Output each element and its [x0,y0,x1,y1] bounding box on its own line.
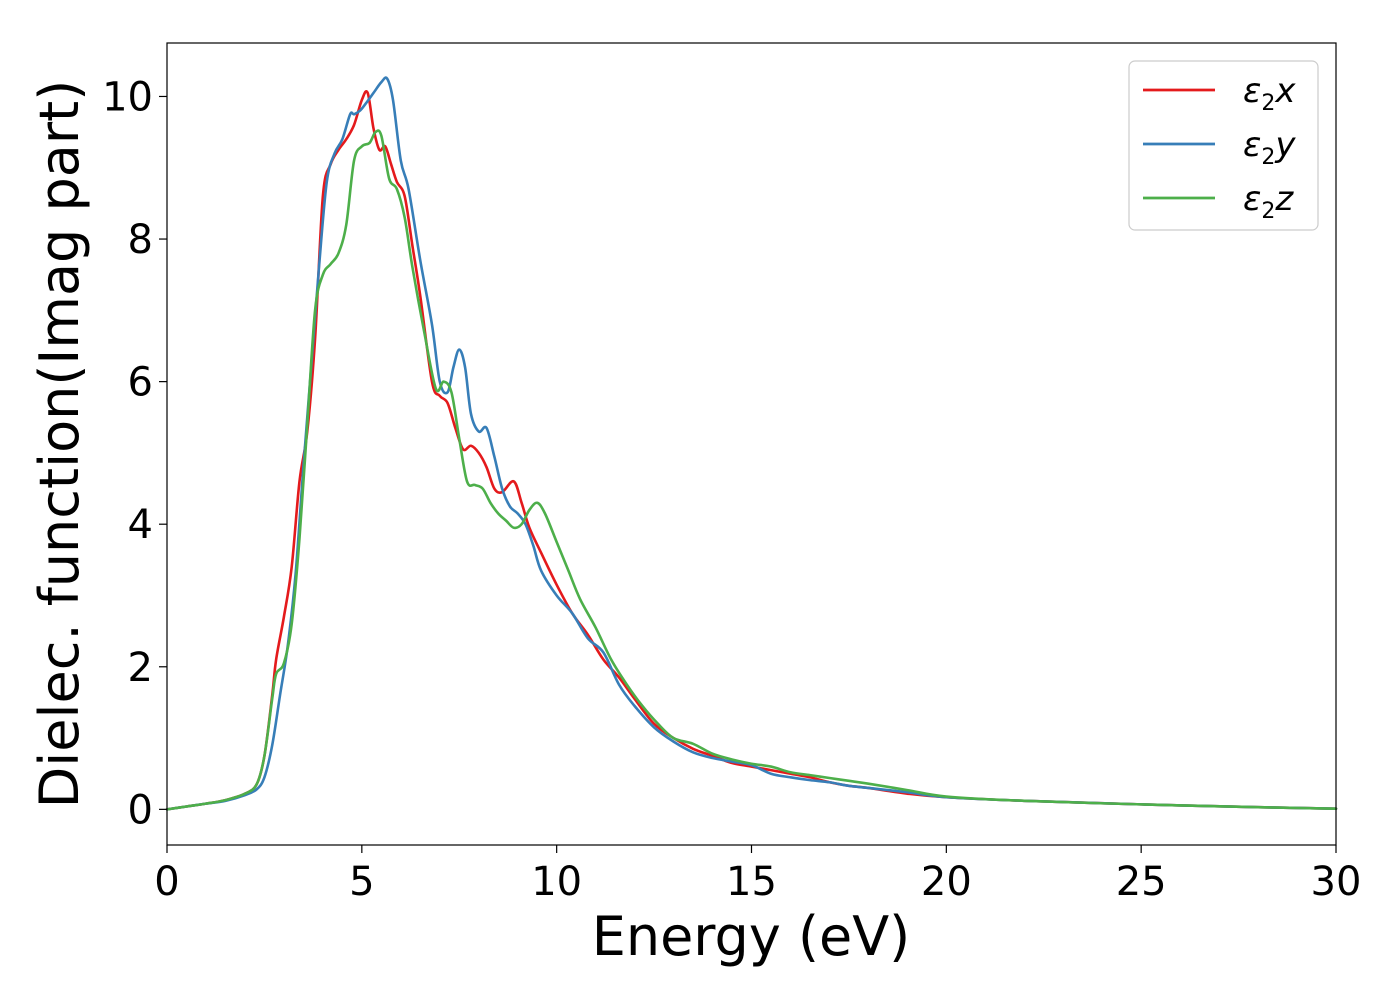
x-tick-label: 25 [1116,859,1167,905]
legend-label-base: ε [1243,71,1261,111]
legend-label-x: ε2x [1243,71,1296,116]
series-line-z [165,129,1338,811]
legend-label-base: ε [1243,125,1261,165]
y-tick-label: 2 [128,645,153,691]
legend-label-variable: z [1274,179,1294,219]
y-axis-title: Dielec. function(Imag part) [28,80,91,809]
legend-label-z: ε2z [1243,179,1294,224]
x-tick-label: 30 [1311,859,1362,905]
legend-label-variable: y [1274,125,1296,165]
legend-box [1128,60,1319,231]
legend-label-subscript: 2 [1261,145,1275,170]
legend-label-base: ε [1243,179,1261,219]
y-tick-label: 8 [128,217,153,263]
y-axis: 0 2 4 6 8 10 [102,74,167,833]
series-line-x [165,89,1338,811]
series-layer [165,76,1338,811]
x-axis: 0 5 10 15 20 25 30 [154,845,1361,905]
x-tick-label: 15 [726,859,777,905]
y-tick-label: 4 [128,502,153,548]
y-tick-label: 6 [128,360,153,406]
y-tick-label: 10 [102,74,153,120]
x-tick-label: 5 [349,859,374,905]
x-tick-label: 0 [154,859,179,905]
x-tick-label: 10 [531,859,582,905]
x-tick-label: 20 [921,859,972,905]
legend-label-subscript: 2 [1261,199,1275,224]
y-tick-label: 0 [128,787,153,833]
x-axis-title: Energy (eV) [592,905,911,968]
legend-label-subscript: 2 [1261,91,1275,116]
legend-label-y: ε2y [1243,125,1296,170]
legend-label-variable: x [1274,71,1296,111]
